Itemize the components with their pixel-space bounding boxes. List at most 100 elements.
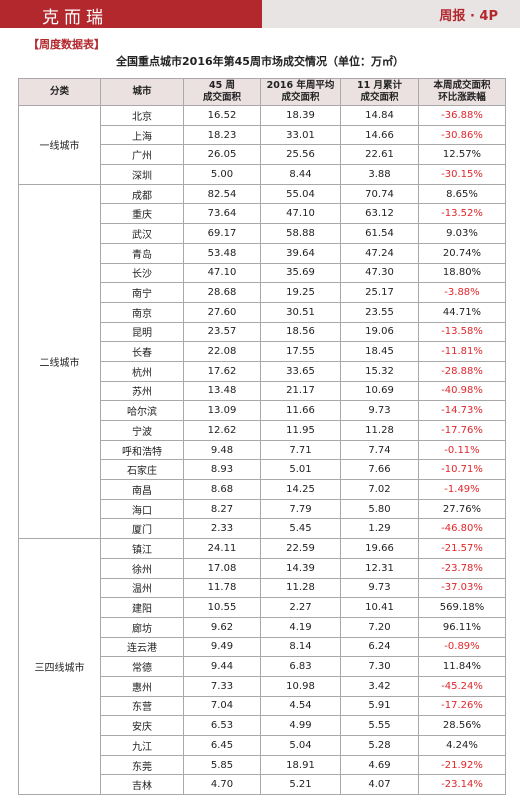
cell: 18.39 <box>260 105 341 126</box>
cell: 5.80 <box>340 498 419 520</box>
cell: 5.55 <box>340 715 419 736</box>
cell: 12.31 <box>340 557 419 579</box>
cell: 17.08 <box>183 557 261 579</box>
group-label: 三四线城市 <box>18 538 101 796</box>
cell: -30.15% <box>418 164 506 185</box>
cell: 18.56 <box>260 321 341 343</box>
cell: 70.74 <box>340 183 419 205</box>
table-title: 全国重点城市2016年第45周市场成交情况（单位：万㎡） <box>116 55 404 68</box>
cell: 18.91 <box>260 754 341 776</box>
header-line: 城市 <box>132 86 152 97</box>
cell: -40.98% <box>418 380 506 402</box>
cell: 47.24 <box>340 242 419 264</box>
cell: 8.68 <box>183 479 261 500</box>
cell: 10.69 <box>340 380 419 402</box>
column-header: 本周成交面积 环比涨跌幅 <box>418 78 506 106</box>
cell: 63.12 <box>340 203 419 225</box>
cell: 7.33 <box>183 675 261 697</box>
table-row: 温州 11.78 11.28 9.73 -37.03% <box>19 577 506 599</box>
city: 青岛 <box>100 242 184 264</box>
column-header: 2016 年周平均 成交面积 <box>260 78 341 106</box>
city: 东莞 <box>100 754 184 776</box>
cell: 82.54 <box>183 183 261 205</box>
top-bar: 克而瑞 周报 · 4P <box>0 0 520 28</box>
cell: 8.65% <box>418 183 506 205</box>
column-header: 11 月累计 成交面积 <box>340 78 419 106</box>
city: 北京 <box>100 105 184 126</box>
city: 东营 <box>100 695 184 717</box>
cell: 58.88 <box>260 223 341 244</box>
header-line: 本周成交面积 <box>433 80 491 91</box>
cell: 47.10 <box>183 262 261 284</box>
cell: 13.48 <box>183 380 261 402</box>
cell: 24.11 <box>183 538 261 559</box>
cell: 47.10 <box>260 203 341 225</box>
cell: 16.52 <box>183 105 261 126</box>
city: 成都 <box>100 183 184 205</box>
cell: -30.86% <box>418 124 506 146</box>
cell: 7.04 <box>183 695 261 717</box>
cell: 11.28 <box>260 577 341 599</box>
cell: -0.11% <box>418 439 506 461</box>
city: 呼和浩特 <box>100 439 184 461</box>
cell: 22.59 <box>260 538 341 559</box>
cell: 23.55 <box>340 301 419 323</box>
cell: 18.23 <box>183 124 261 146</box>
cell: 3.88 <box>340 164 419 185</box>
cell: 4.70 <box>183 774 261 796</box>
cell: 14.84 <box>340 105 419 126</box>
cell: -11.81% <box>418 341 506 362</box>
column-header: 城市 <box>100 78 184 106</box>
cell: 3.42 <box>340 675 419 697</box>
column-header: 45 周成交面积 <box>183 78 261 106</box>
table-row: 南昌 8.68 14.25 7.02 -1.49% <box>19 479 506 500</box>
cell: 7.02 <box>340 479 419 500</box>
cell: -10.71% <box>418 459 506 481</box>
cell: 11.66 <box>260 400 341 421</box>
cell: 6.24 <box>340 636 419 658</box>
cell: 5.28 <box>340 735 419 756</box>
table-row: 廊坊 9.62 4.19 7.20 96.11% <box>19 616 506 638</box>
cell: -0.89% <box>418 636 506 658</box>
city: 吉林 <box>100 774 184 796</box>
city: 廊坊 <box>100 616 184 638</box>
city: 武汉 <box>100 223 184 244</box>
cell: 39.64 <box>260 242 341 264</box>
cell: 6.45 <box>183 735 261 756</box>
cell: 5.45 <box>260 518 341 540</box>
city: 昆明 <box>100 321 184 343</box>
table-row: 徐州 17.08 14.39 12.31 -23.78% <box>19 557 506 579</box>
city: 重庆 <box>100 203 184 225</box>
header-line: 成交面积 <box>281 92 320 103</box>
city: 常德 <box>100 656 184 677</box>
table-row: 长春 22.08 17.55 18.45 -11.81% <box>19 341 506 362</box>
cell: 9.73 <box>340 577 419 599</box>
header-line: 成交面积 <box>202 92 241 103</box>
cell: 28.56% <box>418 715 506 736</box>
cell: 61.54 <box>340 223 419 244</box>
table-row: 武汉 69.17 58.88 61.54 9.03% <box>19 223 506 244</box>
table-row: 南京 27.60 30.51 23.55 44.71% <box>19 301 506 323</box>
cell: 96.11% <box>418 616 506 638</box>
cell: 4.99 <box>260 715 341 736</box>
cell: -14.73% <box>418 400 506 421</box>
cell: 8.44 <box>260 164 341 185</box>
table-row: 东营 7.04 4.54 5.91 -17.26% <box>19 695 506 717</box>
cell: 10.55 <box>183 597 261 618</box>
cell: 22.61 <box>340 144 419 166</box>
cell: 15.32 <box>340 360 419 382</box>
cell: 19.25 <box>260 282 341 303</box>
city: 镇江 <box>100 538 184 559</box>
cell: -46.80% <box>418 518 506 540</box>
cell: 6.83 <box>260 656 341 677</box>
cell: 25.17 <box>340 282 419 303</box>
top-bar-right <box>262 0 520 28</box>
cell: 10.98 <box>260 675 341 697</box>
cell: 7.66 <box>340 459 419 481</box>
cell: -37.03% <box>418 577 506 599</box>
cell: 11.28 <box>340 420 419 441</box>
city: 连云港 <box>100 636 184 658</box>
table-row: 宁波 12.62 11.95 11.28 -17.76% <box>19 420 506 441</box>
header-line: 分类 <box>49 86 69 97</box>
